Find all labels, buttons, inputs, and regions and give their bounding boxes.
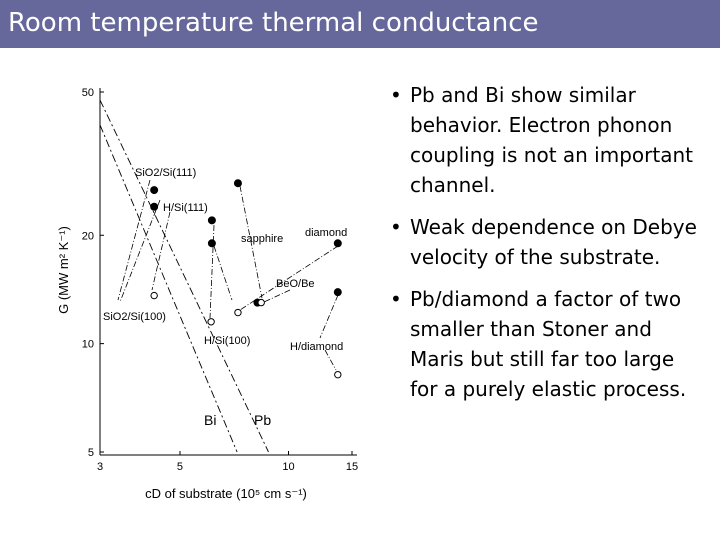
point-annotation: H/diamond bbox=[290, 341, 343, 353]
y-tick-label: 5 bbox=[88, 447, 94, 459]
data-point bbox=[233, 179, 242, 188]
data-point bbox=[150, 291, 158, 300]
bullet-list: Pb and Bi show similar behavior. Electro… bbox=[388, 80, 708, 416]
slide-title: Room temperature thermal conductance bbox=[8, 8, 539, 38]
arrow bbox=[213, 245, 233, 301]
point-annotation: H/Si(111) bbox=[163, 202, 208, 214]
data-point bbox=[334, 370, 342, 379]
data-point bbox=[150, 186, 159, 195]
arrow bbox=[263, 289, 291, 303]
annotation-arrows bbox=[117, 179, 339, 371]
data-point bbox=[207, 318, 215, 326]
y-tick-label: 50 bbox=[82, 87, 94, 99]
point-annotation: SiO2/Si(100) bbox=[103, 311, 166, 323]
y-tick-label: 20 bbox=[82, 230, 94, 242]
x-tick-label: 5 bbox=[177, 461, 183, 473]
y-tick-label: 10 bbox=[82, 339, 94, 351]
arrow bbox=[119, 199, 161, 303]
line-label: Pb bbox=[254, 412, 271, 428]
point-annotation: diamond bbox=[305, 227, 347, 239]
point-annotation: H/Si(100) bbox=[204, 335, 250, 347]
line-label: Bi bbox=[204, 412, 216, 428]
theory-line bbox=[99, 124, 238, 453]
x-tick-label: 3 bbox=[97, 461, 103, 473]
arrow bbox=[117, 179, 151, 301]
arrow bbox=[151, 211, 171, 291]
x-tick-label: 15 bbox=[346, 461, 358, 473]
arrow bbox=[239, 245, 339, 311]
bullet: Pb and Bi show similar behavior. Electro… bbox=[388, 80, 708, 200]
data-point bbox=[333, 239, 342, 248]
x-axis-label: cD of substrate (10⁵ cm s⁻¹) bbox=[145, 486, 307, 501]
data-point bbox=[207, 239, 216, 248]
bullet: Weak dependence on Debye velocity of the… bbox=[388, 212, 708, 272]
data-point bbox=[257, 298, 265, 307]
data-point bbox=[207, 216, 216, 225]
theory-line bbox=[99, 99, 269, 453]
data-point bbox=[333, 288, 342, 297]
arrow bbox=[324, 349, 337, 371]
title-bar: Room temperature thermal conductance bbox=[0, 0, 720, 48]
data-point bbox=[150, 202, 159, 211]
bullet: Pb/diamond a factor of two smaller than … bbox=[388, 284, 708, 404]
arrow bbox=[209, 224, 215, 319]
arrow bbox=[319, 294, 339, 339]
arrow bbox=[239, 185, 263, 299]
x-tick-label: 10 bbox=[282, 461, 294, 473]
point-annotation: sapphire bbox=[241, 233, 283, 245]
y-axis-label: G (MW m² K⁻¹) bbox=[56, 226, 71, 314]
point-annotation: SiO2/Si(111) bbox=[135, 167, 196, 179]
point-annotation: BeO/Be bbox=[276, 278, 315, 290]
data-point bbox=[234, 308, 242, 317]
